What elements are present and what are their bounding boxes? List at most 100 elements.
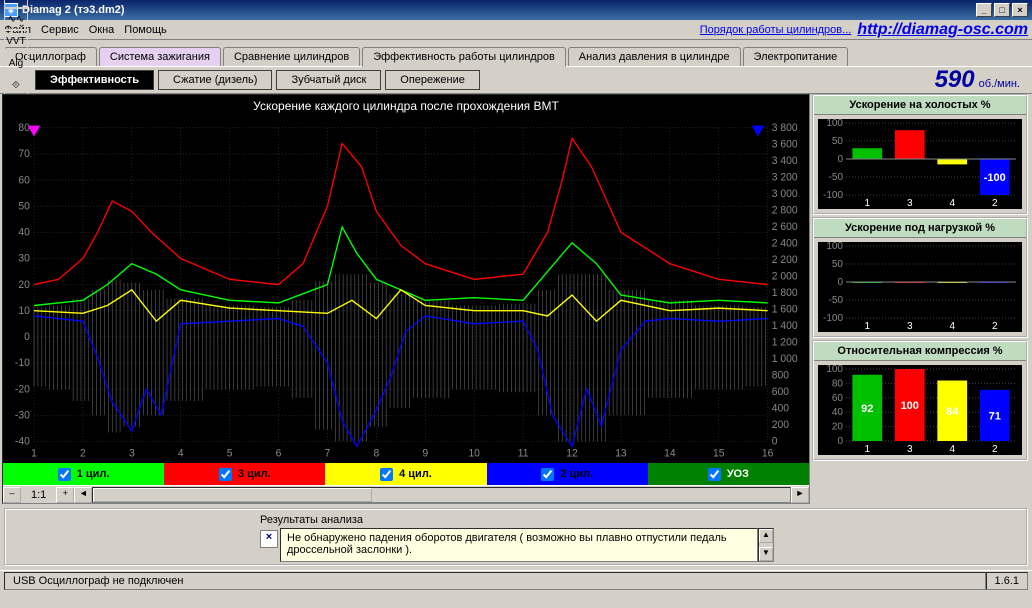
zoom-in-button[interactable]: + [56, 487, 74, 503]
close-button[interactable]: × [1012, 3, 1028, 17]
scroll-left-button[interactable]: ◄ [74, 487, 92, 503]
status-version: 1.6.1 [986, 572, 1028, 590]
results-close-button[interactable]: × [260, 530, 278, 548]
svg-text:-20: -20 [15, 383, 30, 395]
side-panels: Ускорение на холостых %-100-50050100134-… [812, 94, 1032, 504]
status-left: USB Осциллограф не подключен [4, 572, 986, 590]
legend-checkbox-3[interactable] [541, 468, 554, 481]
svg-text:4: 4 [949, 321, 955, 332]
side-panel-chart-1: -100-500501001342 [818, 242, 1022, 332]
tab-2[interactable]: Сравнение цилиндров [223, 47, 360, 66]
svg-text:71: 71 [989, 410, 1001, 422]
svg-text:2 800: 2 800 [772, 204, 798, 216]
svg-text:600: 600 [772, 386, 789, 398]
svg-text:3 200: 3 200 [772, 171, 798, 183]
statusbar: USB Осциллограф не подключен 1.6.1 [0, 570, 1032, 590]
tab-row: ОсциллографСистема зажиганияСравнение ци… [0, 40, 1032, 66]
cylinder-order-link[interactable]: Порядок работы цилиндров... [700, 24, 852, 36]
svg-text:3 600: 3 600 [772, 138, 798, 150]
legend-checkbox-2[interactable] [380, 468, 393, 481]
legend-1[interactable]: 3 цил. [164, 463, 325, 485]
scroll-thumb[interactable] [93, 488, 372, 502]
svg-text:20: 20 [18, 279, 30, 291]
svg-text:1 200: 1 200 [772, 336, 798, 348]
menu-windows[interactable]: Окна [89, 24, 115, 36]
scroll-right-button[interactable]: ► [791, 487, 809, 503]
svg-text:8: 8 [374, 447, 380, 459]
svg-text:16: 16 [762, 447, 774, 459]
results-label: Результаты анализа [258, 512, 774, 528]
svg-text:-40: -40 [15, 435, 30, 447]
svg-text:9: 9 [422, 447, 428, 459]
svg-text:3: 3 [129, 447, 135, 459]
legend-3[interactable]: 2 цил. [487, 463, 648, 485]
legend-checkbox-4[interactable] [708, 468, 721, 481]
legend-checkbox-0[interactable] [58, 468, 71, 481]
legend-4[interactable]: УОЗ [648, 463, 809, 485]
svg-text:-100: -100 [984, 172, 1006, 184]
tab-1[interactable]: Система зажигания [99, 47, 221, 66]
svg-text:100: 100 [826, 365, 843, 375]
svg-text:20: 20 [832, 422, 844, 433]
svg-text:5: 5 [227, 447, 233, 459]
mode-button-2[interactable]: Зубчатый диск [276, 70, 381, 90]
toolbar-icon-8[interactable]: ⟐ [4, 74, 28, 96]
svg-text:2 600: 2 600 [772, 221, 798, 233]
svg-text:4: 4 [178, 447, 184, 459]
menu-service[interactable]: Сервис [41, 24, 79, 36]
minimize-button[interactable]: _ [976, 3, 992, 17]
tab-3[interactable]: Эффективность работы цилиндров [362, 47, 566, 67]
titlebar: ◈ Diamаg 2 (тэ3.dm2) _ □ × [0, 0, 1032, 20]
website-link[interactable]: http://diamag-osc.com [857, 21, 1028, 39]
svg-text:-50: -50 [829, 295, 844, 306]
svg-text:1 000: 1 000 [772, 353, 798, 365]
toolbar-icon-7[interactable]: Alg [4, 52, 28, 74]
side-panel-chart-2: 0204060801009211003844712 [818, 365, 1022, 455]
maximize-button[interactable]: □ [994, 3, 1010, 17]
svg-text:100: 100 [826, 119, 843, 129]
svg-text:80: 80 [18, 122, 30, 134]
svg-text:10: 10 [18, 305, 30, 317]
zoom-out-button[interactable]: – [3, 487, 21, 503]
toolbar-icon-5[interactable]: ∿∿ [4, 8, 28, 30]
results-text: Не обнаружено падения оборотов двигателя… [280, 528, 758, 562]
svg-text:3 400: 3 400 [772, 155, 798, 167]
svg-text:7: 7 [325, 447, 331, 459]
svg-text:2: 2 [992, 198, 998, 209]
side-panel-title-0: Ускорение на холостых % [814, 96, 1026, 115]
svg-text:2 000: 2 000 [772, 270, 798, 282]
svg-text:0: 0 [837, 277, 843, 288]
mode-button-3[interactable]: Опережение [385, 70, 480, 90]
toolbar-icon-4[interactable]: ∿ [4, 0, 28, 8]
legend-0[interactable]: 1 цил. [3, 463, 164, 485]
menu-help[interactable]: Помощь [124, 24, 167, 36]
svg-text:10: 10 [468, 447, 480, 459]
rpm-unit: об./мин. [979, 78, 1020, 90]
svg-text:0: 0 [837, 154, 843, 165]
svg-text:70: 70 [18, 148, 30, 160]
mode-button-0[interactable]: Эффективность [35, 70, 154, 90]
svg-text:2 400: 2 400 [772, 237, 798, 249]
tab-5[interactable]: Электропитание [743, 47, 849, 66]
svg-text:60: 60 [832, 393, 844, 404]
legend-checkbox-1[interactable] [219, 468, 232, 481]
tab-4[interactable]: Анализ давления в цилиндре [568, 47, 741, 66]
legend-row: 1 цил.3 цил.4 цил.2 цил.УОЗ [3, 463, 809, 485]
svg-text:1: 1 [864, 198, 870, 209]
svg-text:2 200: 2 200 [772, 254, 798, 266]
main-chart-panel: Ускорение каждого цилиндра после прохожд… [2, 94, 810, 504]
svg-text:13: 13 [615, 447, 627, 459]
svg-text:2: 2 [992, 321, 998, 332]
svg-text:3 800: 3 800 [772, 122, 798, 134]
svg-text:1: 1 [31, 447, 37, 459]
legend-2[interactable]: 4 цил. [325, 463, 486, 485]
scroll-track[interactable] [92, 487, 791, 503]
svg-text:400: 400 [772, 402, 789, 414]
chart-area[interactable]: -40-30-20-100102030405060708012345678910… [3, 117, 809, 463]
mode-button-1[interactable]: Сжатие (дизель) [158, 70, 273, 90]
svg-text:14: 14 [664, 447, 676, 459]
side-panel-0: Ускорение на холостых %-100-50050100134-… [812, 94, 1028, 215]
results-scrollbar[interactable]: ▲▼ [758, 528, 774, 562]
toolbar-icon-6[interactable]: VVT [4, 30, 28, 52]
svg-text:1: 1 [864, 444, 870, 455]
